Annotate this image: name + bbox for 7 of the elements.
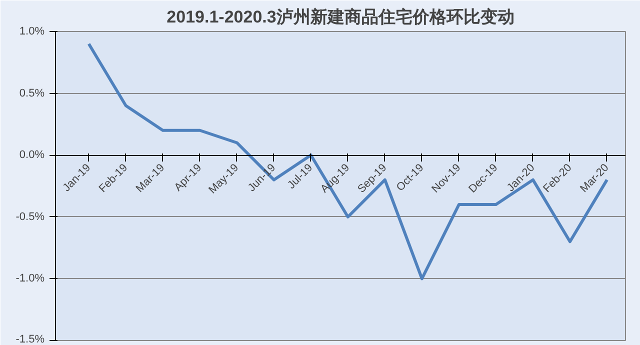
chart-title: 2019.1-2020.3泸州新建商品住宅价格环比变动 (166, 8, 514, 26)
y-tick-label: -0.5% (16, 210, 45, 223)
y-tick-label: 0.0% (19, 149, 45, 162)
y-tick-label: 0.5% (19, 87, 45, 100)
y-tick-label: -1.5% (16, 334, 45, 345)
y-tick-label: -1.0% (16, 272, 45, 285)
y-tick-label: 1.0% (19, 26, 45, 38)
